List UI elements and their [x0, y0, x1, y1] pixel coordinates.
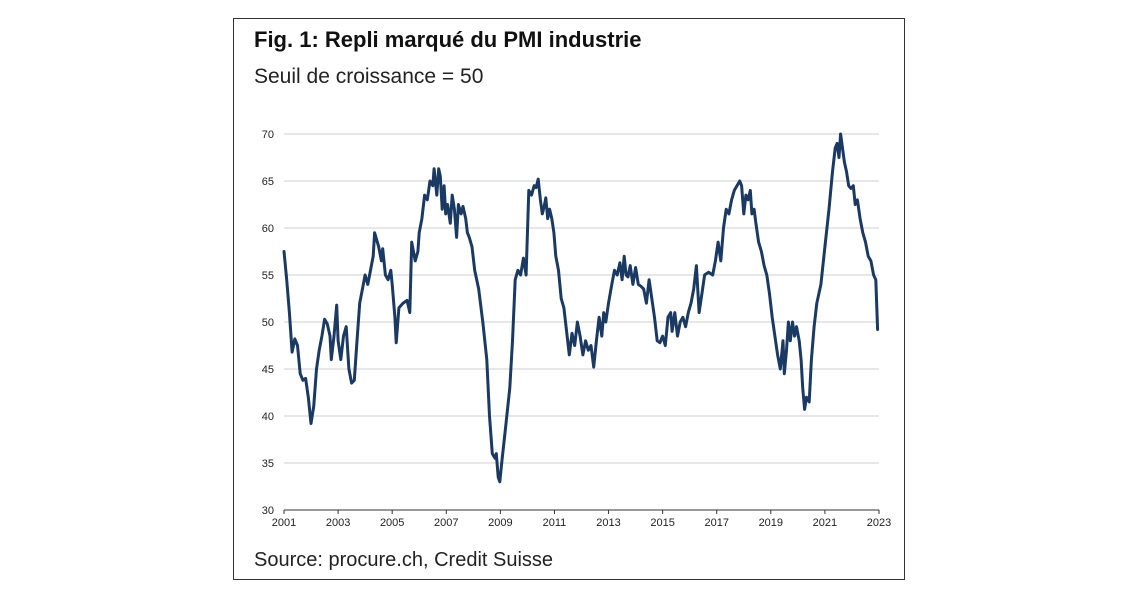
y-tick-label: 50	[262, 317, 274, 329]
y-tick-label: 70	[262, 129, 274, 141]
y-tick-label: 60	[262, 223, 274, 235]
series-line-pmi	[282, 132, 880, 484]
chart-subtitle: Seuil de croissance = 50	[254, 65, 484, 88]
x-tick-label: 2001	[272, 517, 296, 529]
y-tick-label: 45	[262, 364, 274, 376]
x-tick-label: 2015	[650, 517, 674, 529]
y-axis-ticks: 30 35 40 45 50 55 60 65 70	[262, 129, 274, 517]
x-tick-label: 2013	[596, 517, 620, 529]
chart-title: Fig. 1: Repli marqué du PMI industrie	[254, 27, 642, 52]
x-tick-label: 2011	[543, 517, 567, 529]
y-tick-label: 55	[262, 270, 274, 282]
chart-source: Source: procure.ch, Credit Suisse	[254, 549, 554, 571]
x-tick-label: 2007	[434, 517, 458, 529]
series-group	[282, 132, 880, 484]
x-tick-label: 2005	[380, 517, 404, 529]
x-tick-label: 2017	[704, 517, 728, 529]
x-axis-ticks: 2001 2003 2005 2007 2009 2011 2013 2015 2017 2019…	[272, 510, 891, 529]
x-tick-label: 2019	[759, 517, 783, 529]
chart-frame: Fig. 1: Repli marqué du PMI industrie Se…	[233, 18, 905, 580]
y-tick-label: 30	[262, 505, 274, 517]
x-tick-label: 2023	[867, 517, 891, 529]
x-tick-label: 2003	[326, 517, 350, 529]
grid-lines	[284, 133, 879, 511]
x-tick-label: 2009	[488, 517, 512, 529]
y-tick-label: 35	[262, 458, 274, 470]
y-tick-label: 65	[262, 176, 274, 188]
x-tick-label: 2021	[813, 517, 837, 529]
y-tick-label: 40	[262, 411, 274, 423]
